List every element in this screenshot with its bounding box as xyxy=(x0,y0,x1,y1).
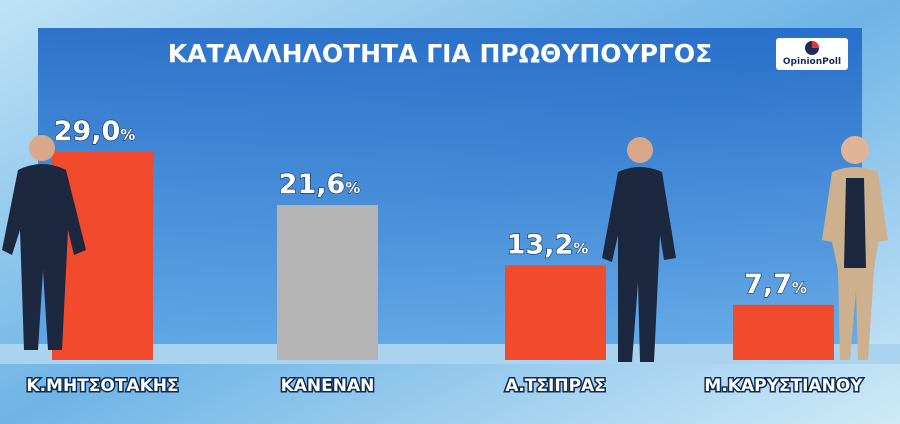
value-label: 21,6% xyxy=(279,169,361,200)
bar xyxy=(277,205,378,360)
x-tick-label: Κ.ΜΗΤΣΟΤΑΚΗΣ xyxy=(26,376,178,396)
panel xyxy=(38,28,862,350)
value-unit: % xyxy=(573,239,588,257)
base-strip xyxy=(0,344,900,364)
value-number: 29,0 xyxy=(54,116,121,147)
value-number: 7,7 xyxy=(744,269,792,300)
value-label: 13,2% xyxy=(507,229,589,260)
source: OpinionPoll xyxy=(783,57,841,67)
value-label: 29,0% xyxy=(54,116,136,147)
bars: 29,0% Κ.ΜΗΤΣΟΤΑΚΗΣ 21,6% ΚΑΝΕΝΑΝ 13,2% Α.ΤΣΙΠ… xyxy=(25,115,865,397)
chart-title: ΚΑΤΑΛΛΗΛΟΤΗΤΑ ΓΙΑ ΠΡΩΘΥΠΟΥΡΓΟΣ xyxy=(168,39,712,68)
person-figures xyxy=(2,135,888,362)
logo-icon-wedge xyxy=(812,41,819,48)
value-unit: % xyxy=(345,179,360,197)
value-number: 13,2 xyxy=(507,229,574,260)
x-tick-label: ΚΑΝΕΝΑΝ xyxy=(281,376,375,396)
person xyxy=(602,137,676,362)
x-tick-label: Μ.ΚΑΡΥΣΤΙΑΝΟΥ xyxy=(704,376,863,396)
person xyxy=(2,135,86,350)
value-unit: % xyxy=(120,126,135,144)
bar xyxy=(505,265,606,360)
x-tick-label: Α.ΤΣΙΠΡΑΣ xyxy=(505,376,606,396)
value-number: 21,6 xyxy=(279,169,346,200)
value-label: 7,7% xyxy=(744,269,807,300)
bar xyxy=(733,304,834,360)
person xyxy=(822,136,888,360)
value-unit: % xyxy=(792,279,807,297)
